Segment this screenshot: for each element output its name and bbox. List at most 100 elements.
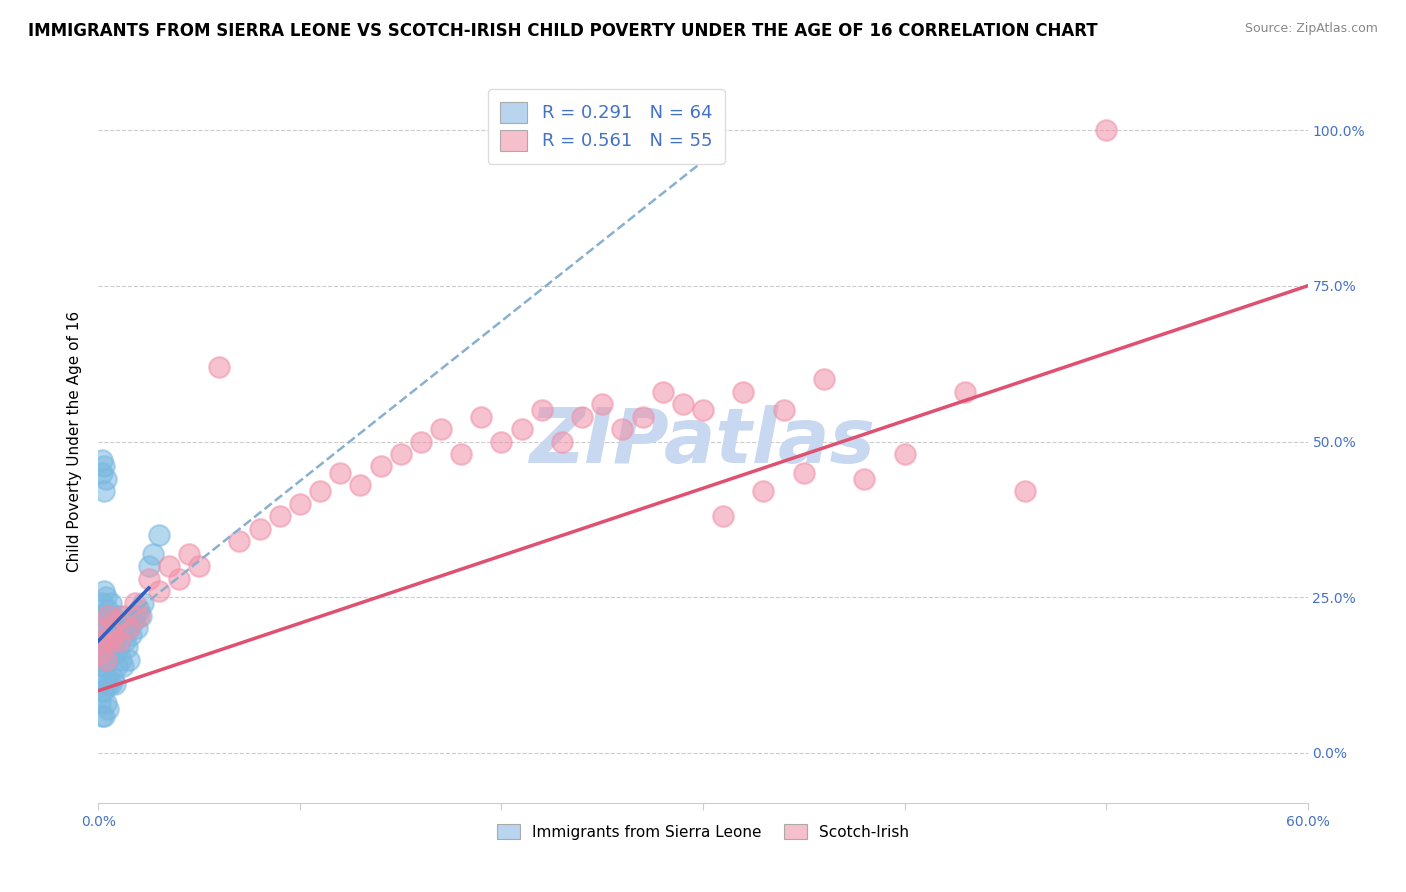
Point bbox=[110, 652, 132, 666]
Point bbox=[91, 633, 114, 648]
Point bbox=[167, 572, 190, 586]
Point bbox=[100, 633, 122, 648]
Point bbox=[530, 403, 553, 417]
Point bbox=[97, 603, 120, 617]
Point bbox=[93, 484, 115, 499]
Point bbox=[110, 621, 132, 635]
Point bbox=[91, 615, 114, 630]
Text: ZIPatlas: ZIPatlas bbox=[530, 405, 876, 478]
Point bbox=[91, 633, 114, 648]
Point bbox=[89, 646, 111, 660]
Point bbox=[115, 640, 138, 654]
Point bbox=[91, 466, 114, 480]
Point bbox=[111, 658, 134, 673]
Point bbox=[249, 522, 271, 536]
Point bbox=[96, 472, 118, 486]
Point bbox=[111, 609, 134, 624]
Point bbox=[470, 409, 492, 424]
Point bbox=[103, 677, 125, 691]
Point bbox=[89, 609, 111, 624]
Point bbox=[309, 484, 332, 499]
Text: Source: ZipAtlas.com: Source: ZipAtlas.com bbox=[1244, 22, 1378, 36]
Point bbox=[101, 627, 124, 641]
Point bbox=[96, 696, 118, 710]
Point bbox=[89, 652, 111, 666]
Point bbox=[91, 597, 114, 611]
Point bbox=[120, 627, 142, 641]
Point bbox=[111, 627, 134, 641]
Point bbox=[329, 466, 352, 480]
Point bbox=[101, 640, 124, 654]
Point bbox=[752, 484, 775, 499]
Point bbox=[349, 478, 371, 492]
Point bbox=[228, 534, 250, 549]
Point bbox=[103, 621, 125, 635]
Point bbox=[188, 559, 211, 574]
Point bbox=[91, 683, 114, 698]
Legend: Immigrants from Sierra Leone, Scotch-Irish: Immigrants from Sierra Leone, Scotch-Iri… bbox=[491, 818, 915, 846]
Point bbox=[103, 615, 125, 630]
Point bbox=[93, 658, 115, 673]
Text: IMMIGRANTS FROM SIERRA LEONE VS SCOTCH-IRISH CHILD POVERTY UNDER THE AGE OF 16 C: IMMIGRANTS FROM SIERRA LEONE VS SCOTCH-I… bbox=[28, 22, 1098, 40]
Point bbox=[692, 403, 714, 417]
Point bbox=[100, 646, 122, 660]
Point bbox=[89, 696, 111, 710]
Point bbox=[651, 384, 673, 399]
Point bbox=[93, 683, 115, 698]
Point bbox=[118, 652, 141, 666]
Point bbox=[93, 609, 115, 624]
Point bbox=[93, 621, 115, 635]
Point bbox=[125, 621, 148, 635]
Point bbox=[157, 559, 180, 574]
Point bbox=[389, 447, 412, 461]
Point bbox=[148, 528, 170, 542]
Point bbox=[100, 677, 122, 691]
Point bbox=[288, 497, 311, 511]
Point bbox=[510, 422, 533, 436]
Point bbox=[953, 384, 976, 399]
Point bbox=[91, 453, 114, 467]
Point bbox=[571, 409, 593, 424]
Point bbox=[114, 633, 136, 648]
Point bbox=[103, 646, 125, 660]
Point bbox=[101, 671, 124, 685]
Point bbox=[138, 559, 160, 574]
Point bbox=[179, 547, 201, 561]
Point bbox=[96, 652, 118, 666]
Point bbox=[124, 597, 146, 611]
Point bbox=[93, 633, 115, 648]
Point bbox=[450, 447, 472, 461]
Point bbox=[430, 422, 453, 436]
Point bbox=[97, 652, 120, 666]
Point bbox=[813, 372, 835, 386]
Point bbox=[1014, 484, 1036, 499]
Point bbox=[142, 547, 165, 561]
Point bbox=[107, 609, 129, 624]
Point bbox=[711, 509, 734, 524]
Point bbox=[97, 677, 120, 691]
Point bbox=[93, 708, 115, 723]
Point bbox=[148, 584, 170, 599]
Point bbox=[129, 609, 152, 624]
Point bbox=[772, 403, 794, 417]
Point bbox=[269, 509, 291, 524]
Point bbox=[101, 609, 124, 624]
Point bbox=[118, 621, 141, 635]
Point bbox=[91, 708, 114, 723]
Point bbox=[97, 609, 120, 624]
Point bbox=[551, 434, 574, 449]
Point bbox=[97, 627, 120, 641]
Point bbox=[105, 627, 128, 641]
Point bbox=[89, 671, 111, 685]
Point bbox=[128, 603, 150, 617]
Point bbox=[100, 597, 122, 611]
Point bbox=[107, 633, 129, 648]
Point bbox=[105, 658, 128, 673]
Point bbox=[124, 609, 146, 624]
Point bbox=[96, 591, 118, 605]
Point bbox=[93, 584, 115, 599]
Point bbox=[93, 459, 115, 474]
Point bbox=[100, 621, 122, 635]
Point bbox=[591, 397, 613, 411]
Point bbox=[89, 633, 111, 648]
